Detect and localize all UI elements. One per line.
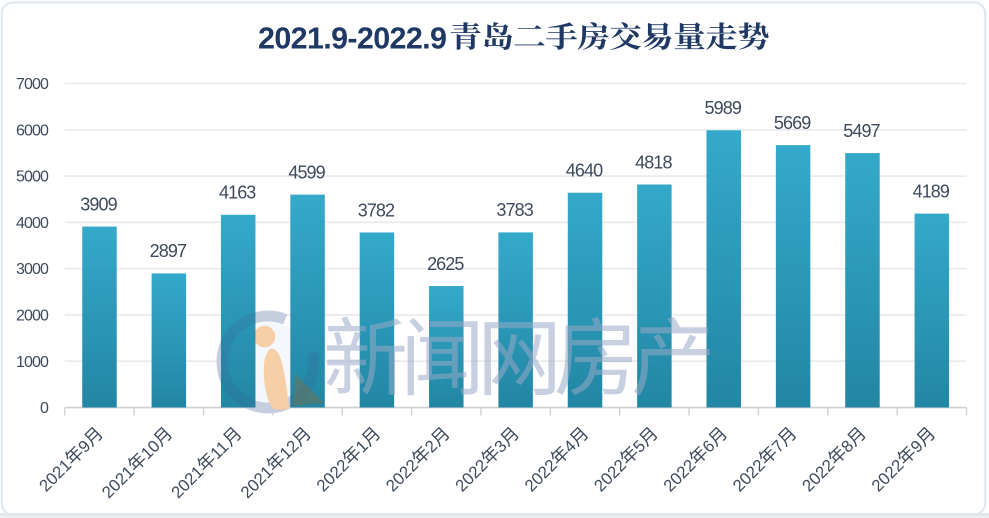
svg-text:4000: 4000	[16, 215, 49, 232]
svg-text:5989: 5989	[705, 98, 742, 118]
svg-text:3909: 3909	[80, 194, 117, 214]
svg-text:3782: 3782	[358, 200, 395, 220]
svg-text:2000: 2000	[16, 308, 49, 325]
svg-text:2625: 2625	[427, 254, 464, 274]
svg-text:4189: 4189	[913, 181, 950, 201]
svg-text:3000: 3000	[16, 261, 49, 278]
svg-text:4163: 4163	[219, 183, 256, 203]
svg-text:3783: 3783	[496, 200, 533, 220]
svg-text:5000: 5000	[16, 169, 49, 186]
svg-text:4599: 4599	[288, 162, 325, 182]
svg-text:7000: 7000	[16, 76, 49, 93]
svg-text:5497: 5497	[843, 121, 880, 141]
svg-text:5669: 5669	[774, 113, 811, 133]
svg-text:4818: 4818	[635, 152, 672, 172]
svg-text:1000: 1000	[16, 354, 49, 371]
svg-text:2897: 2897	[150, 241, 187, 261]
svg-text:4640: 4640	[566, 161, 603, 181]
svg-text:6000: 6000	[16, 122, 49, 139]
svg-text:2021.9-2022.9: 2021.9-2022.9	[258, 22, 446, 56]
svg-text:0: 0	[40, 400, 49, 417]
